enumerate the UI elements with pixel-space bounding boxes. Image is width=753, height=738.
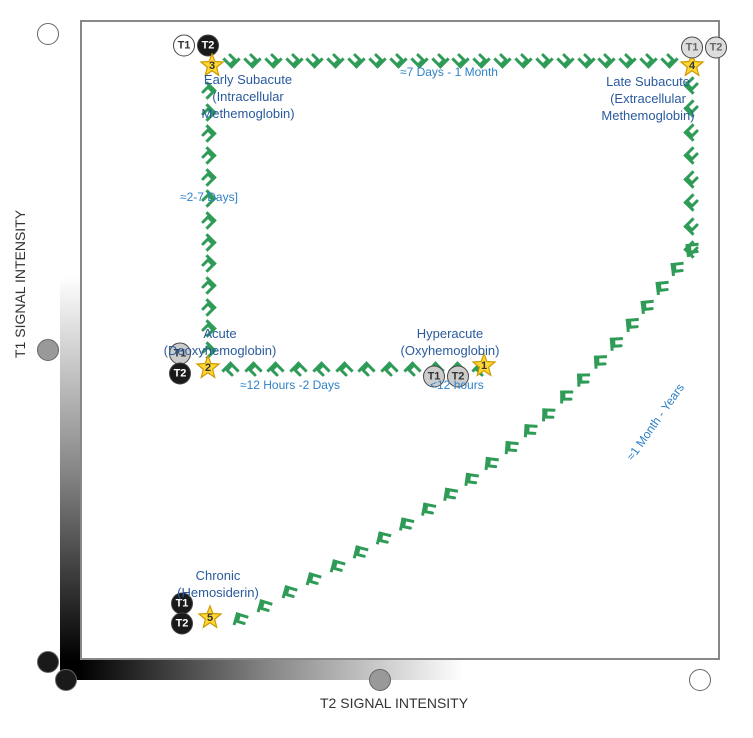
chevron-icon <box>290 362 306 378</box>
stage-name: Early Subacute <box>204 72 292 87</box>
chevron-icon <box>200 255 216 271</box>
chevron-icon <box>313 362 329 378</box>
stage-sub: (Oxyhemoglobin) <box>401 343 500 358</box>
t2-marker: T2 <box>705 37 727 59</box>
axis-scale-dot <box>369 669 391 691</box>
chevron-icon <box>684 219 700 235</box>
axis-scale-dot <box>37 651 59 673</box>
stage-label-4: Late Subacute (Extracellular Methemoglobi… <box>578 74 718 125</box>
x-axis-gradient <box>80 660 720 680</box>
chevron-icon <box>641 52 657 68</box>
y-axis-label: T1 SIGNAL INTENSITY <box>12 210 28 358</box>
chevron-icon <box>245 362 261 378</box>
chevron-icon <box>579 52 595 68</box>
chevron-icon <box>245 52 261 68</box>
stage-5: T1T25 <box>196 604 224 637</box>
t2-marker: T2 <box>169 363 191 385</box>
chevron-icon <box>200 125 216 141</box>
chevron-icon <box>224 52 240 68</box>
chevron-icon <box>381 362 397 378</box>
axis-scale-dot <box>37 339 59 361</box>
chevron-icon <box>349 52 365 68</box>
chevron-icon <box>558 52 574 68</box>
axis-scale-dot <box>55 669 77 691</box>
stage-label-5: Chronic (Hemosiderin) <box>148 568 288 602</box>
duration-label-2: ≈12 Hours -2 Days <box>240 378 340 392</box>
chevron-icon <box>200 234 216 250</box>
chevron-icon <box>358 362 374 378</box>
stage-sub: (Intracellular Methemoglobin) <box>201 89 294 121</box>
chevron-icon <box>200 212 216 228</box>
t2-marker: T2 <box>171 613 193 635</box>
chevron-icon <box>222 362 238 378</box>
x-axis-label: T2 SIGNAL INTENSITY <box>320 695 468 711</box>
chevron-icon <box>336 362 352 378</box>
stage-label-3: Early Subacute (Intracellular Methemoglob… <box>178 72 318 123</box>
chevron-icon <box>516 52 532 68</box>
chevron-icon <box>200 299 216 315</box>
stage-sub: (Deoxyhemoglobin) <box>164 343 277 358</box>
t1-marker: T1 <box>681 37 703 59</box>
chevron-icon <box>684 125 700 141</box>
chevron-icon <box>267 362 283 378</box>
chevron-icon <box>684 148 700 164</box>
duration-label-4: ≈7 Days - 1 Month <box>400 65 498 79</box>
chevron-icon <box>266 52 282 68</box>
stage-star: 5 <box>196 604 224 632</box>
axis-scale-dot <box>689 669 711 691</box>
axis-scale-dot <box>37 23 59 45</box>
chevron-icon <box>684 195 700 211</box>
stage-label-1: Hyperacute (Oxyhemoglobin) <box>380 326 520 360</box>
stage-name: Chronic <box>196 568 241 583</box>
stage-sub: (Hemosiderin) <box>177 585 259 600</box>
chevron-icon <box>537 52 553 68</box>
chevron-icon <box>287 52 303 68</box>
y-axis-gradient <box>60 20 80 660</box>
chevron-icon <box>599 52 615 68</box>
chevron-icon <box>200 277 216 293</box>
duration-label-3: ≈2-7 Days] <box>180 190 238 204</box>
chevron-icon <box>370 52 386 68</box>
chevron-icon <box>200 169 216 185</box>
chevron-icon <box>662 52 678 68</box>
chevron-icon <box>307 52 323 68</box>
chevron-icon <box>328 52 344 68</box>
stage-name: Late Subacute <box>606 74 690 89</box>
stage-label-2: Acute (Deoxyhemoglobin) <box>150 326 290 360</box>
chevron-icon <box>620 52 636 68</box>
stage-sub: (Extracellular Methemoglobin) <box>601 91 694 123</box>
chevron-icon <box>200 147 216 163</box>
chevron-icon <box>684 172 700 188</box>
chevron-icon <box>404 362 420 378</box>
stage-name: Acute <box>203 326 236 341</box>
duration-label-1: <12 hours <box>430 378 484 392</box>
stage-name: Hyperacute <box>417 326 483 341</box>
t1-marker: T1 <box>173 35 195 57</box>
